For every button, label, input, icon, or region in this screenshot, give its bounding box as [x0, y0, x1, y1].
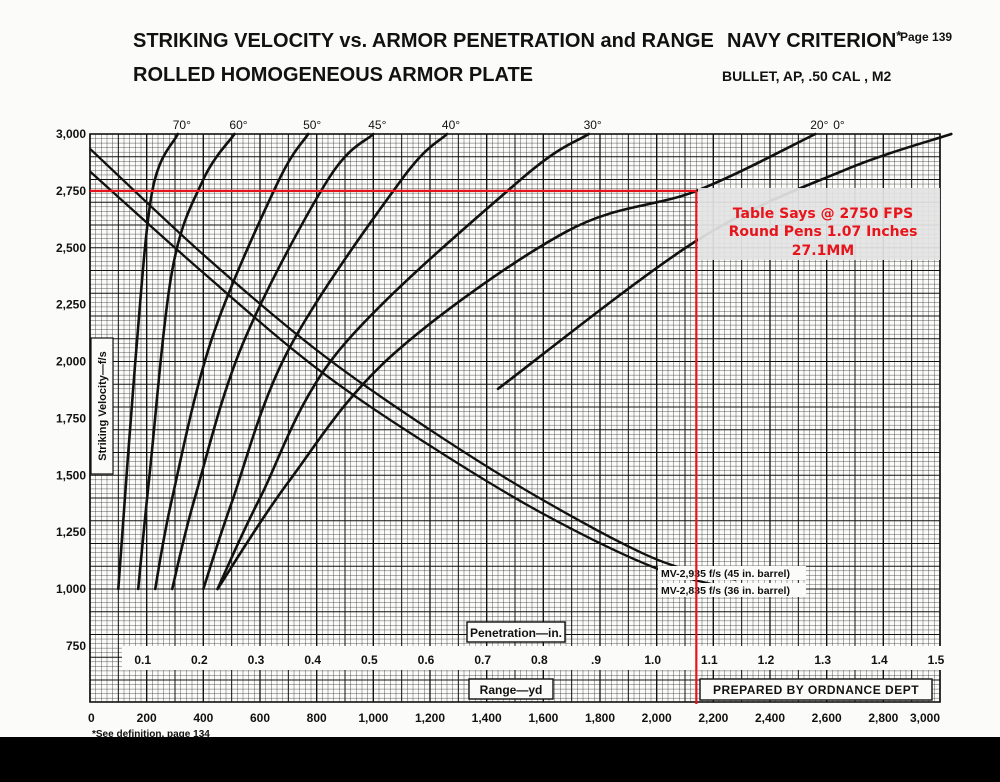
range-curve-1	[89, 170, 737, 591]
pen-tick-bg-4	[356, 650, 391, 667]
mv-label-0: MV-2,935 f/s (45 in. barrel)	[661, 568, 790, 580]
chart-subtitle: ROLLED HOMOGENEOUS ARMOR PLATE	[133, 64, 533, 86]
pen-tick-label-4: 0.5	[361, 653, 378, 667]
range-tick-label-6: 1,200	[415, 711, 445, 725]
pen-tick-label-3: 0.4	[304, 653, 321, 667]
range-tick-label-13: 2,600	[812, 711, 842, 725]
obliquity-curve-0	[117, 132, 180, 591]
chart-title: STRIKING VELOCITY vs. ARMOR PENETRATION …	[133, 30, 714, 52]
mv-label-bg-1	[658, 583, 806, 597]
pen-tick-bg-3	[299, 650, 334, 667]
range-tick-label-3: 600	[250, 711, 270, 725]
range-axis-box	[468, 678, 554, 700]
range-tick-label-14: 2,800	[868, 711, 898, 725]
range-tick-label-12: 2,400	[755, 711, 785, 725]
pen-tick-label-13: 1.4	[871, 653, 888, 667]
y-tick-label-0: 3,000	[56, 127, 86, 141]
range-tick-label-1: 200	[137, 711, 157, 725]
footnote: *See definition, page 134	[92, 729, 210, 737]
plot-frame	[89, 133, 941, 703]
y-axis-box	[90, 337, 114, 475]
prepared-by-label: PREPARED BY ORDNANCE DEPT	[713, 683, 919, 697]
angle-label-2: 50°	[303, 118, 321, 132]
penetration-axis-box	[466, 621, 566, 643]
pen-tick-bg-5	[413, 650, 447, 667]
y-tick-label-7: 1,250	[56, 525, 86, 539]
angle-label-5: 30°	[584, 118, 602, 132]
y-tick-label-1: 2,750	[56, 184, 86, 198]
pen-tick-bg-13	[866, 650, 901, 667]
pen-tick-label-14: 1.5	[928, 653, 945, 667]
chart-page: 70° 60° 50° 45° 40° 30° 20° 0° 3,000 2,750 2,500 2,…	[0, 0, 1000, 737]
annotation-box	[698, 188, 940, 260]
range-tick-label-10: 2,000	[642, 711, 672, 725]
pen-tick-bg-7	[526, 650, 561, 667]
angle-label-1: 60°	[229, 118, 247, 132]
obliquity-curve-4	[202, 132, 449, 591]
pen-tick-bg-14	[923, 650, 957, 667]
y-tick-label-2: 2,500	[56, 241, 86, 255]
pen-tick-bg-8	[583, 650, 617, 667]
y-tick-label-3: 2,250	[56, 298, 86, 312]
penetration-axis-label: Penetration—in.	[470, 626, 562, 640]
range-curve-0	[89, 147, 737, 582]
pen-tick-bg-2	[243, 650, 277, 667]
obliquity-curve-3	[170, 132, 375, 591]
criterion-label: NAVY CRITERION*	[727, 28, 902, 52]
pen-tick-label-9: 1.0	[644, 653, 661, 667]
annotation-line-2: Round Pens 1.07 Inches	[729, 224, 918, 240]
y-tick-label-5: 1,750	[56, 411, 86, 425]
pen-tick-bg-0	[129, 650, 164, 667]
angle-label-6: 20°	[810, 118, 828, 132]
pen-tick-label-10: 1.1	[701, 653, 718, 667]
y-tick-label-9: 750	[66, 639, 86, 653]
range-tick-label-2: 400	[193, 711, 213, 725]
pen-tick-bg-10	[696, 650, 731, 667]
obliquity-curve-6	[216, 132, 817, 591]
y-tick-label-4: 2,000	[56, 355, 86, 369]
prepared-by-box	[699, 678, 933, 701]
range-tick-label-7: 1,400	[472, 711, 502, 725]
mv-label-bg-0	[658, 566, 806, 580]
page-number: Page 139	[900, 30, 952, 44]
pen-tick-label-6: 0.7	[474, 653, 491, 667]
angle-label-4: 40°	[442, 118, 460, 132]
y-axis-label: Striking Velocity—f/s	[97, 351, 109, 460]
range-tick-label-8: 1,600	[528, 711, 558, 725]
annotation-line-3: 27.1MM	[792, 243, 854, 259]
pen-tick-label-7: 0.8	[531, 653, 548, 667]
pen-tick-label-12: 1.3	[814, 653, 831, 667]
pen-tick-label-8: .9	[591, 653, 601, 667]
pen-tick-bg-6	[469, 650, 504, 667]
pen-tick-label-2: 0.3	[248, 653, 265, 667]
y-tick-label-8: 1,000	[56, 582, 86, 596]
range-axis-label: Range—yd	[480, 683, 543, 697]
pen-tick-label-5: 0.6	[418, 653, 435, 667]
pen-tick-label-11: 1.2	[758, 653, 775, 667]
y-tick-label-6: 1,500	[56, 468, 86, 482]
annotation-line-1: Table Says @ 2750 FPS	[733, 206, 913, 222]
bullet-label: BULLET, AP, .50 CAL , M2	[722, 68, 892, 84]
penetration-chart: 70° 60° 50° 45° 40° 30° 20° 0° 3,000 2,750 2,500 2,…	[55, 28, 957, 737]
range-tick-label-11: 2,200	[698, 711, 728, 725]
range-tick-label-15: 3,000	[910, 711, 940, 725]
range-tick-label-0: 0	[88, 711, 95, 725]
angle-label-7: 0°	[833, 118, 845, 132]
angle-label-0: 70°	[173, 118, 191, 132]
range-tick-label-4: 800	[307, 711, 327, 725]
obliquity-curve-5	[216, 132, 590, 591]
range-tick-label-9: 1,800	[585, 711, 615, 725]
pen-tick-bg-12	[809, 650, 844, 667]
pen-tick-label-1: 0.2	[191, 653, 208, 667]
mv-label-1: MV-2,835 f/s (36 in. barrel)	[661, 585, 790, 597]
pen-tick-bg-9	[639, 650, 674, 667]
angle-label-3: 45°	[368, 118, 386, 132]
pen-tick-bg-11	[753, 650, 787, 667]
obliquity-curve-1	[136, 132, 236, 591]
obliquity-curve-2	[153, 132, 310, 591]
range-tick-label-5: 1,000	[358, 711, 388, 725]
pen-tick-bg-1	[186, 650, 221, 667]
pen-tick-label-0: 0.1	[134, 653, 151, 667]
